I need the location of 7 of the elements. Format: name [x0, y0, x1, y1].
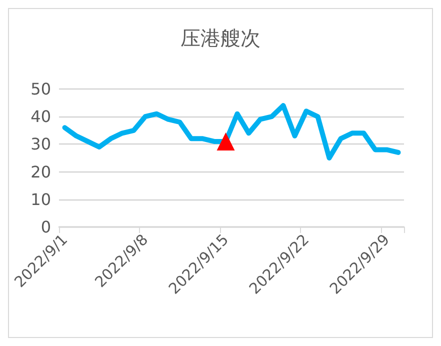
chart-title: 压港艘次 — [180, 26, 260, 50]
y-tick-label: 40 — [30, 107, 51, 126]
y-tick-label: 50 — [30, 80, 51, 98]
y-tick-label: 20 — [30, 162, 51, 182]
y-tick-label: 10 — [30, 190, 51, 209]
y-tick-label: 0 — [40, 218, 51, 236]
y-tick-label: 30 — [30, 134, 51, 154]
